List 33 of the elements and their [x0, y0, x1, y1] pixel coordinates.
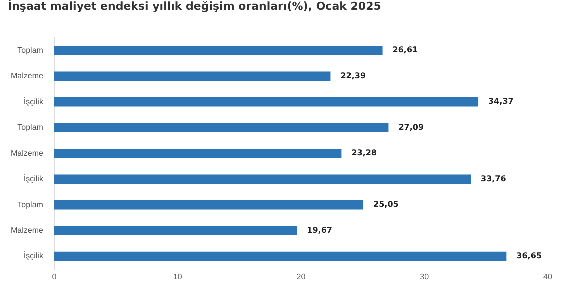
y-tick-label: Toplam — [18, 46, 44, 55]
bar — [54, 174, 472, 184]
x-tick-label: 10 — [173, 272, 183, 282]
y-tick-label: İşçilik — [24, 97, 44, 106]
bar — [54, 98, 479, 107]
data-label: 34,37 — [488, 97, 514, 106]
y-tick-label: Toplam — [18, 123, 44, 132]
data-label: 22,39 — [340, 71, 366, 80]
y-tick-label: Malzeme — [11, 72, 44, 81]
bar — [54, 200, 364, 210]
bar — [54, 123, 389, 132]
data-label: 26,61 — [392, 46, 419, 55]
data-label: 36,65 — [516, 252, 542, 261]
bar — [54, 72, 331, 82]
x-tick-label: 30 — [420, 272, 430, 282]
x-tick-label: 20 — [296, 272, 306, 282]
bar — [54, 46, 383, 56]
y-tick-label: Malzeme — [11, 226, 44, 236]
y-tick-label: İşçilik — [24, 174, 44, 184]
chart-title: İnşaat maliyet endeksi yıllık değişim oranları(%), Ocak 2025 — [8, 0, 382, 13]
data-label: 27,09 — [398, 122, 424, 132]
x-tick-label: 40 — [544, 272, 553, 282]
y-tick-label: İşçilik — [24, 252, 44, 261]
bar — [54, 148, 342, 158]
y-tick-label: Toplam — [18, 200, 44, 210]
data-label: 23,28 — [352, 148, 378, 158]
x-tick-label: 0 — [52, 272, 58, 282]
bar — [54, 226, 298, 236]
bar — [54, 252, 507, 262]
y-tick-label: Malzeme — [11, 148, 44, 158]
data-label: 25,05 — [374, 200, 400, 210]
data-label: 19,67 — [307, 226, 332, 235]
data-label: 33,76 — [481, 174, 507, 184]
